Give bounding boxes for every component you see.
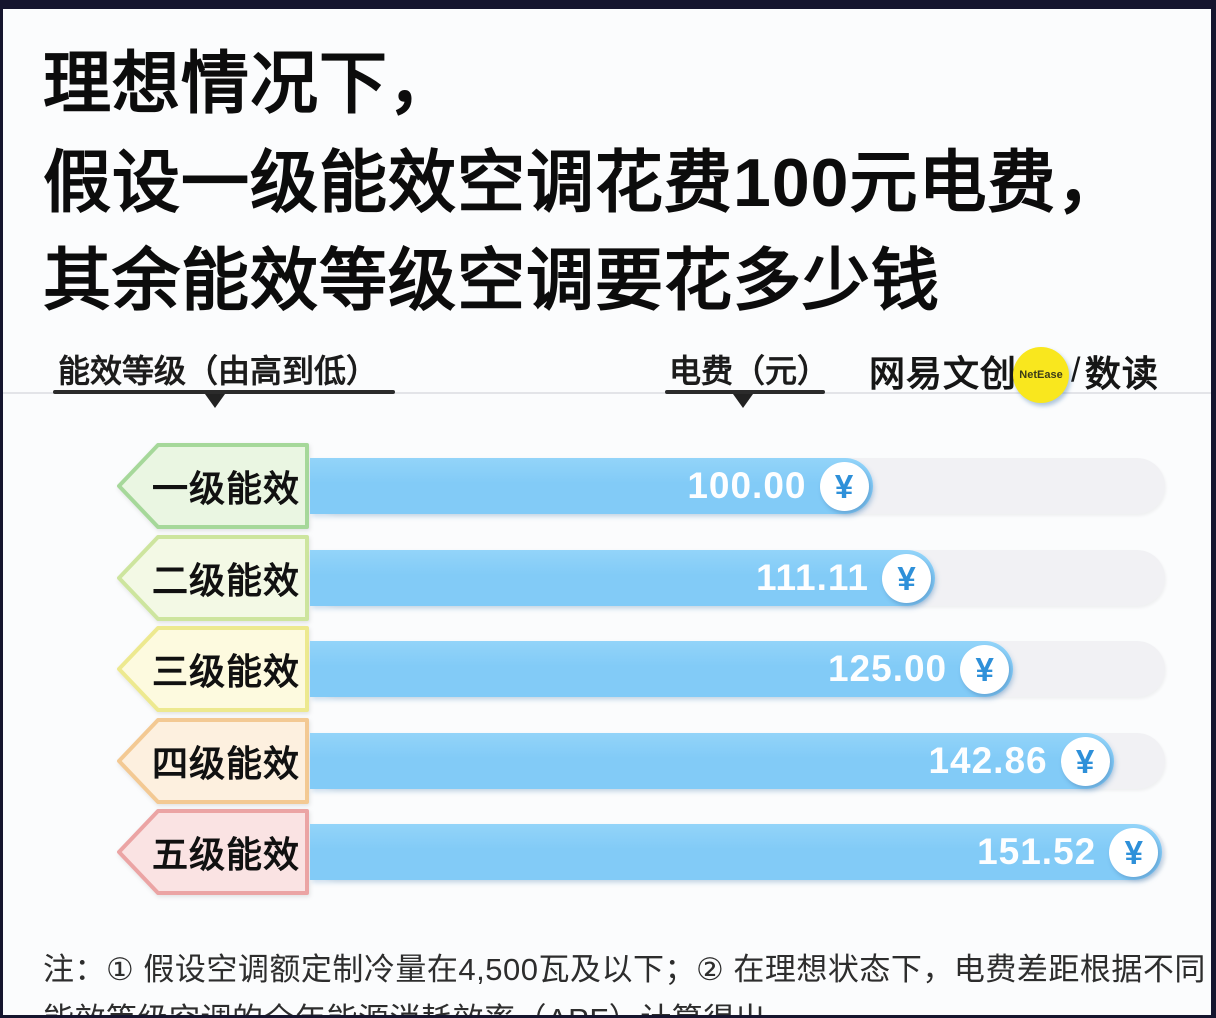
infographic-page: 理想情况下， 假设一级能效空调花费100元电费， 其余能效等级空调要花多少钱 能… [3,9,1211,1015]
logo-sub-brand: 数读 [1084,353,1159,394]
yuan-badge: ¥ [882,553,931,603]
bar-track: 100.00 ¥ [310,458,1165,514]
category-label: 二级能效 [151,560,300,601]
bar: 111.11 ¥ [310,550,935,606]
yuan-icon: ¥ [975,650,994,688]
footnote-line-1: 注：① 假设空调额定制冷量在4,500瓦及以下；② 在理想状态下，电费差距根据不… [43,952,1206,987]
category-tag-shape [117,718,309,804]
category-tag-shape [117,443,309,529]
category-label: 四级能效 [151,743,300,784]
yuan-icon: ¥ [834,467,854,505]
chart-row: 五级能效 151.52 ¥ [3,806,1211,898]
bar: 151.52 ¥ [310,824,1163,880]
chart-row: 四级能效 142.86 ¥ [3,715,1211,807]
bar-value: 125.00 [827,648,948,689]
footnote: 注：① 假设空调额定制冷量在4,500瓦及以下；② 在理想状态下，电费差距根据不… [43,945,1206,1015]
category-axis-underline [53,390,395,394]
category-tag-shape [117,535,309,621]
chart-row: 二级能效 111.11 ¥ [3,532,1211,624]
category-tag-shape [117,809,309,895]
yuan-icon: ¥ [1124,833,1143,871]
category-tag-shape [117,626,309,712]
category-axis-arrow-icon [205,394,225,408]
bar: 142.86 ¥ [310,733,1114,789]
value-axis-label: 电费（元） [669,353,830,389]
title-line-3: 其余能效等级空调要花多少钱 [43,243,941,320]
category-label: 五级能效 [151,834,300,875]
category-label: 三级能效 [151,651,300,692]
yuan-badge: ¥ [960,644,1010,694]
page-title: 理想情况下， 假设一级能效空调花费100元电费， 其余能效等级空调要花多少钱 [43,35,1193,331]
bar-value: 142.86 [928,740,1048,781]
yuan-badge: ¥ [1109,827,1159,877]
bar-track: 142.86 ¥ [310,733,1165,789]
logo-separator: / [1071,351,1081,390]
category-axis-label: 能效等级（由高到低） [58,353,379,389]
bar-value: 100.00 [687,465,807,506]
footnote-line-2: 能效等级空调的全年能源消耗效率（APF）计算得出。 [43,995,1203,1015]
chart-row: 三级能效 125.00 ¥ [3,623,1211,715]
header-divider [3,392,1211,394]
bar-track: 111.11 ¥ [310,550,1165,606]
yuan-badge: ¥ [1060,736,1110,786]
title-line-1: 理想情况下， [43,46,458,122]
logo-brand-text: 网易文创 [869,353,1018,394]
netease-badge-icon: NetEase [1013,347,1070,403]
bar: 125.00 ¥ [310,641,1014,697]
chart-row: 一级能效 100.00 ¥ [3,440,1211,532]
yuan-icon: ¥ [1075,742,1095,780]
yuan-icon: ¥ [897,559,916,597]
netease-logo: 网易文创 NetEase / 数读 [869,343,1159,403]
bar-value: 151.52 [977,831,1097,872]
bar: 100.00 ¥ [310,458,873,514]
bar-track: 151.52 ¥ [310,824,1165,880]
bar-value: 111.11 [755,557,869,598]
value-axis-arrow-icon [733,394,753,408]
category-label: 一级能效 [151,468,300,509]
bar-track: 125.00 ¥ [310,641,1165,697]
value-axis-underline [665,390,825,394]
title-line-2: 假设一级能效空调花费100元电费， [43,144,1126,221]
yuan-badge: ¥ [819,461,869,511]
